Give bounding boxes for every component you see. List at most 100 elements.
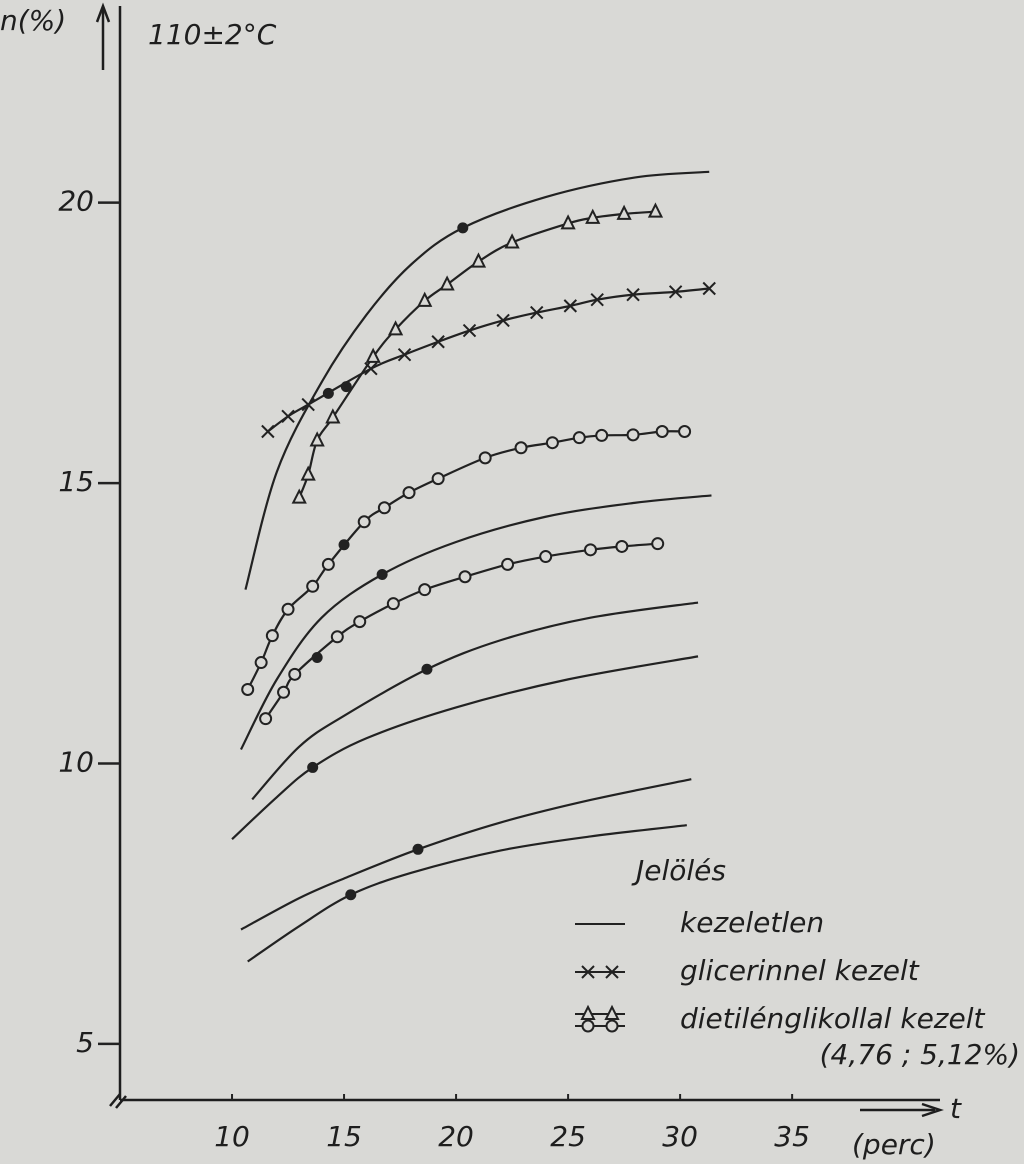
circle [595, 428, 609, 442]
marker-circle [678, 424, 692, 438]
legend-label: dietilénglikollal kezelt [680, 1002, 986, 1035]
marker-circle [281, 602, 295, 616]
x-stroke [581, 965, 595, 979]
dot [307, 761, 319, 773]
circle [377, 501, 391, 515]
marker-x [397, 347, 412, 362]
circle [418, 583, 432, 597]
marker-circle [655, 424, 669, 438]
marker-circle [353, 615, 367, 629]
x-stroke [261, 424, 275, 439]
triangle [387, 320, 404, 336]
dot [412, 843, 424, 855]
marker-dot [307, 761, 319, 773]
circle [605, 1019, 619, 1033]
marker-circle [254, 656, 268, 670]
circle [678, 424, 692, 438]
triangle [325, 408, 341, 424]
x-tick-label: 10 [214, 1120, 250, 1153]
triangle [560, 214, 576, 230]
marker-dot [412, 843, 424, 855]
marker-circle [595, 428, 609, 442]
marker-triangle [604, 1004, 620, 1020]
circle [651, 537, 665, 551]
curve [240, 494, 712, 750]
marker-x [668, 285, 683, 299]
marker-circle [501, 557, 515, 571]
curve [246, 430, 685, 690]
x-tick-label: 25 [550, 1120, 586, 1153]
marker-circle [478, 451, 492, 465]
marker-circle [581, 1019, 595, 1033]
marker-circle [288, 667, 302, 681]
circle [402, 486, 416, 500]
x-stroke [431, 335, 445, 349]
curve [240, 778, 692, 931]
dot [311, 652, 323, 664]
circle [583, 543, 597, 557]
x-stroke [397, 347, 412, 362]
x-stroke [281, 409, 295, 424]
triangle [309, 431, 325, 447]
circle [572, 431, 586, 445]
triangle [616, 204, 632, 220]
circle [288, 667, 302, 681]
circle [431, 472, 445, 486]
x-stroke [668, 285, 683, 299]
circle [458, 570, 472, 584]
marker-triangle [309, 431, 325, 447]
marker-x [281, 409, 295, 424]
annotation: 110±2°C [148, 18, 277, 51]
legend-title: Jelölés [631, 854, 726, 887]
marker-circle [545, 436, 559, 450]
y-tick-label: 20 [58, 185, 94, 218]
dot [421, 663, 433, 675]
x-stroke [626, 287, 640, 302]
marker-triangle [585, 208, 601, 224]
dot [322, 387, 334, 399]
marker-circle [402, 486, 416, 500]
dot [376, 569, 388, 581]
marker-triangle [580, 1004, 596, 1020]
triangle [417, 291, 433, 307]
y-arrow-head [95, 2, 111, 23]
circle [581, 1019, 595, 1033]
circle [281, 602, 295, 616]
marker-triangle [439, 275, 455, 291]
marker-triangle [291, 488, 307, 504]
y-tick-label: 5 [76, 1026, 94, 1059]
legend-label: kezeletlen [680, 906, 824, 939]
triangle [585, 208, 601, 224]
marker-dot [376, 569, 388, 581]
legend-note: (4,76 ; 5,12%) [820, 1038, 1020, 1071]
curve [267, 287, 710, 433]
marker-circle [605, 1019, 619, 1033]
x-axis-unit: (perc) [852, 1128, 936, 1161]
triangle [300, 465, 316, 481]
marker-circle [431, 472, 445, 486]
marker-triangle [647, 202, 664, 218]
x-stroke [496, 313, 510, 328]
triangle [291, 488, 307, 504]
x-stroke [590, 292, 604, 307]
marker-x [530, 305, 544, 320]
marker-x [563, 299, 578, 313]
marker-circle [357, 515, 371, 529]
marker-circle [377, 501, 391, 515]
marker-triangle [470, 252, 487, 268]
marker-x [431, 335, 445, 349]
marker-dot [322, 387, 334, 399]
marker-x [605, 965, 619, 979]
y-tick-label: 15 [58, 465, 94, 498]
circle [514, 441, 528, 455]
x-tick-label: 20 [438, 1120, 474, 1153]
marker-circle [386, 597, 400, 611]
circle [254, 656, 268, 670]
x-stroke [301, 397, 315, 412]
circle [330, 630, 344, 644]
marker-circle [572, 431, 586, 445]
x-stroke [702, 281, 716, 296]
marker-circle [330, 630, 344, 644]
marker-circle [306, 579, 320, 593]
